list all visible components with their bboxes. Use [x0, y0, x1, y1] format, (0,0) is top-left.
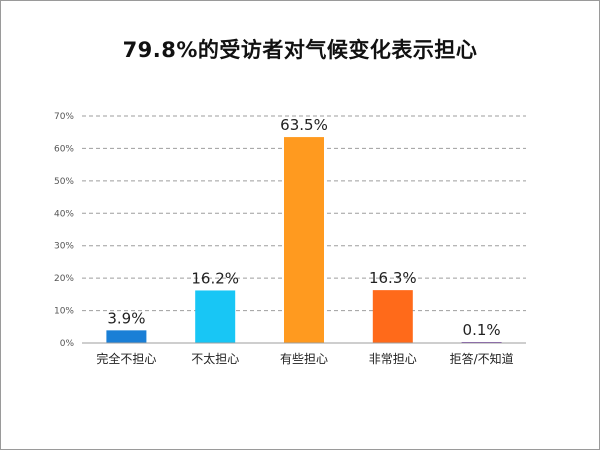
y-axis-tick-labels: 0% 10% 20% 30% 40% 50% 60% 70% [54, 112, 74, 349]
gridlines [82, 115, 526, 312]
y-tick-label-60: 60% [54, 144, 74, 154]
value-label-0: 3.9% [107, 309, 145, 327]
y-tick-label-0: 0% [60, 339, 75, 349]
y-tick-label-10: 10% [54, 307, 74, 317]
bar-0 [106, 330, 147, 343]
value-label-4: 0.1% [463, 321, 501, 339]
y-tick-label-30: 30% [54, 242, 74, 252]
bar-2 [284, 137, 324, 343]
x-tick-label-3: 非常担心 [369, 352, 417, 366]
value-label-3: 16.3% [369, 269, 417, 287]
bars [106, 137, 502, 343]
y-tick-label-50: 50% [54, 177, 74, 187]
value-label-2: 63.5% [280, 116, 328, 134]
y-tick-label-70: 70% [54, 112, 74, 122]
x-tick-label-1: 不太担心 [191, 351, 239, 366]
value-labels: 3.9% 16.2% 63.5% 16.3% 0.1% [107, 116, 500, 339]
bar-3 [372, 290, 413, 343]
x-axis-tick-labels: 完全不担心 不太担心 有些担心 非常担心 拒答/不知道 [96, 351, 513, 366]
bar-1 [195, 290, 236, 343]
x-tick-label-2: 有些担心 [280, 352, 328, 366]
chart-title: 79.8%的受访者对气候变化表示担心 [122, 38, 478, 62]
x-tick-label-0: 完全不担心 [96, 351, 156, 366]
y-tick-label-20: 20% [54, 274, 74, 284]
y-tick-label-40: 40% [54, 209, 74, 219]
x-tick-label-4: 拒答/不知道 [450, 351, 514, 366]
value-label-1: 16.2% [191, 269, 239, 287]
